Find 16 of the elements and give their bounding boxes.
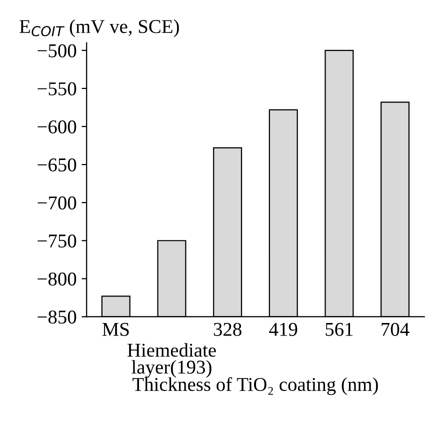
x-tick-label: 328: [214, 322, 242, 336]
y-tick-label: −750: [38, 234, 76, 248]
y-tick-label: −600: [38, 120, 76, 134]
y-axis-title: E$_{COIT}$ (mV ve, SCE): [20, 19, 179, 38]
x-tick-label: 419: [269, 322, 298, 336]
y-tick-label: −500: [38, 44, 76, 58]
y-tick-label: −650: [38, 158, 76, 172]
y-tick-label: −850: [38, 310, 76, 324]
x-tick-label: 704: [382, 322, 410, 336]
y-tick-label: −700: [38, 196, 76, 210]
y-tick-label: −800: [38, 272, 76, 286]
x-axis-title: Thickness of TiO₂ coating (nm): [132, 377, 378, 396]
y-tick-label: −550: [38, 82, 76, 96]
x-tick-label: Hiemediate layer(193): [127, 343, 216, 378]
x-tick-label: MS: [102, 322, 129, 336]
x-tick-label: 561: [326, 322, 353, 336]
